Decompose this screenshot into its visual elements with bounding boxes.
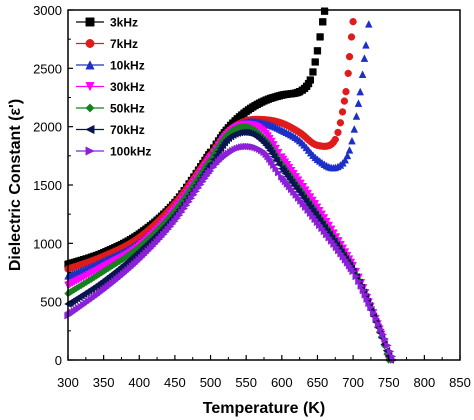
data-point: [331, 135, 339, 144]
legend-item-3kHz: 3kHz: [76, 16, 138, 30]
legend-marker: [85, 124, 95, 135]
x-tick-label: 800: [414, 375, 436, 390]
y-tick-label: 2000: [33, 120, 62, 135]
data-point: [360, 54, 369, 62]
x-tick-label: 550: [235, 375, 257, 390]
legend-marker: [85, 39, 95, 48]
data-point: [344, 69, 352, 77]
y-tick-label: 2500: [33, 61, 62, 76]
data-point: [316, 33, 324, 41]
data-point: [306, 76, 314, 84]
data-point: [386, 347, 395, 356]
y-axis-title: Dielectric Constant (ε'): [7, 99, 24, 271]
data-point: [354, 99, 363, 107]
data-point: [349, 18, 357, 26]
x-tick-label: 400: [128, 375, 150, 390]
y-tick-label: 1500: [33, 178, 62, 193]
legend-item-7kHz: 7kHz: [76, 37, 138, 51]
data-point: [369, 309, 378, 317]
legend-label: 70kHz: [110, 123, 145, 137]
legend-marker: [85, 146, 95, 156]
legend-label: 3kHz: [110, 16, 138, 30]
data-point: [269, 152, 278, 161]
legend-marker: [85, 103, 95, 113]
legend-label: 30kHz: [110, 80, 145, 94]
series-100kHz: [64, 142, 398, 364]
legend-label: 50kHz: [110, 102, 145, 116]
data-point: [377, 325, 385, 334]
data-point: [311, 58, 319, 66]
data-point: [367, 303, 375, 312]
plot-background: [68, 10, 460, 360]
x-tick-label: 300: [57, 375, 79, 390]
data-point: [347, 33, 356, 41]
data-point: [319, 18, 327, 26]
y-tick-label: 1000: [33, 236, 62, 251]
x-tick-label: 350: [93, 375, 115, 390]
x-tick-label: 700: [342, 375, 364, 390]
y-tick-label: 3000: [33, 3, 62, 18]
data-point: [320, 7, 329, 15]
data-point: [345, 53, 354, 61]
data-point: [350, 125, 359, 133]
data-point: [343, 151, 352, 160]
legend-label: 7kHz: [110, 37, 138, 51]
data-point: [336, 119, 345, 127]
x-tick-label: 750: [378, 375, 400, 390]
data-point: [358, 70, 367, 78]
data-point: [384, 341, 392, 350]
x-tick-label: 600: [271, 375, 293, 390]
data-point: [272, 156, 280, 165]
x-tick-label: 500: [200, 375, 222, 390]
data-point: [341, 155, 349, 164]
x-axis-title: Temperature (K): [203, 400, 325, 417]
legend-label: 100kHz: [110, 145, 151, 159]
legend-item-100kHz: 100kHz: [76, 145, 151, 159]
axes: [67, 9, 461, 361]
legend-item-50kHz: 50kHz: [76, 102, 145, 116]
plot-area: [68, 10, 460, 360]
tick-labels: 300 350 400 450 500 550 600 650 700 750 800 850 0 500…: [33, 3, 471, 390]
data-point: [348, 136, 356, 145]
data-point: [334, 128, 342, 136]
legend-marker: [85, 82, 95, 92]
data-point: [274, 160, 283, 169]
data-point: [338, 108, 347, 116]
legend-item-30kHz: 30kHz: [76, 80, 145, 94]
data-point: [345, 146, 354, 154]
data-point: [342, 88, 350, 96]
data-point: [374, 320, 383, 329]
data-point: [356, 87, 365, 96]
legend-label: 10kHz: [110, 59, 145, 73]
data-point: [362, 41, 370, 49]
legend-item-10kHz: 10kHz: [76, 59, 145, 73]
y-tick-label: 0: [55, 353, 62, 368]
data-point: [340, 97, 349, 105]
data-point: [364, 20, 373, 28]
data-point: [309, 68, 317, 76]
data-point: [372, 314, 381, 323]
data-point: [381, 335, 390, 343]
x-tick-label: 850: [449, 375, 471, 390]
data-point: [313, 47, 322, 55]
legend-marker: [85, 60, 95, 70]
x-tick-label: 450: [164, 375, 186, 390]
series-layer: [64, 7, 398, 364]
y-tick-label: 500: [40, 295, 62, 310]
legend: 3kHz 7kHz 10kHz 30kHz 50kHz 70kHz 100kHz: [76, 16, 151, 159]
data-point: [352, 112, 361, 120]
legend-marker: [85, 17, 95, 27]
x-tick-label: 650: [307, 375, 329, 390]
legend-item-70kHz: 70kHz: [76, 123, 145, 137]
